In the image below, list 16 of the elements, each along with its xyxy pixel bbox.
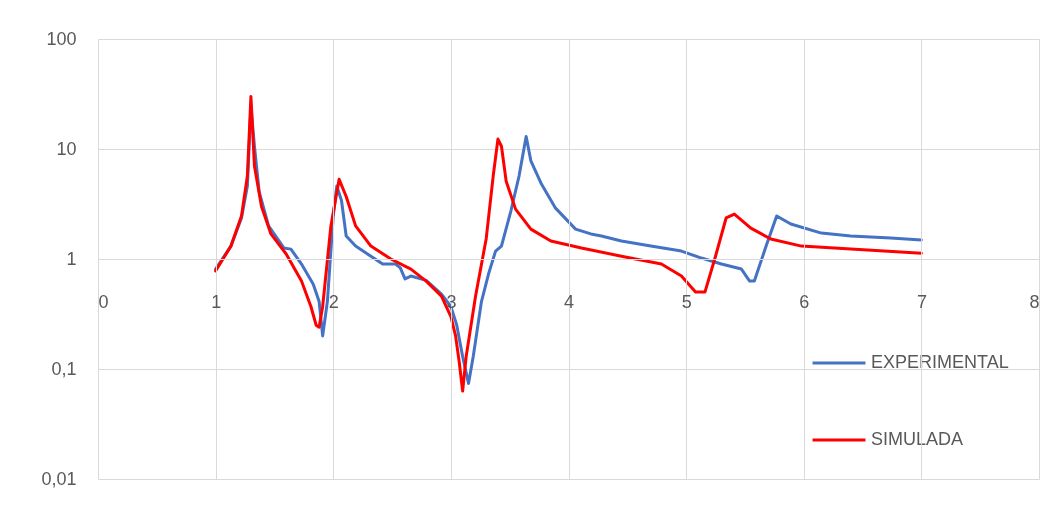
x-tick-label: 0 xyxy=(98,291,109,312)
y-tick-label: 0,1 xyxy=(51,358,77,379)
x-tick-label: 1 xyxy=(211,291,222,312)
x-tick-label: 3 xyxy=(446,291,457,312)
x-tick-label: 4 xyxy=(563,291,575,312)
y-tick-label: 100 xyxy=(46,28,77,49)
x-tick-label: 7 xyxy=(916,291,927,312)
x-tick-label: 5 xyxy=(681,291,692,312)
x-tick-label: 8 xyxy=(1029,291,1040,312)
legend-label: SIMULADA xyxy=(871,429,964,449)
y-tick-label: 10 xyxy=(56,138,77,159)
y-tick-label: 0,01 xyxy=(41,468,77,489)
y-tick-label: 1 xyxy=(66,248,77,269)
x-tick-label: 2 xyxy=(328,291,339,312)
legend-label: EXPERIMENTAL xyxy=(871,352,1009,372)
x-tick-label: 6 xyxy=(799,291,810,312)
